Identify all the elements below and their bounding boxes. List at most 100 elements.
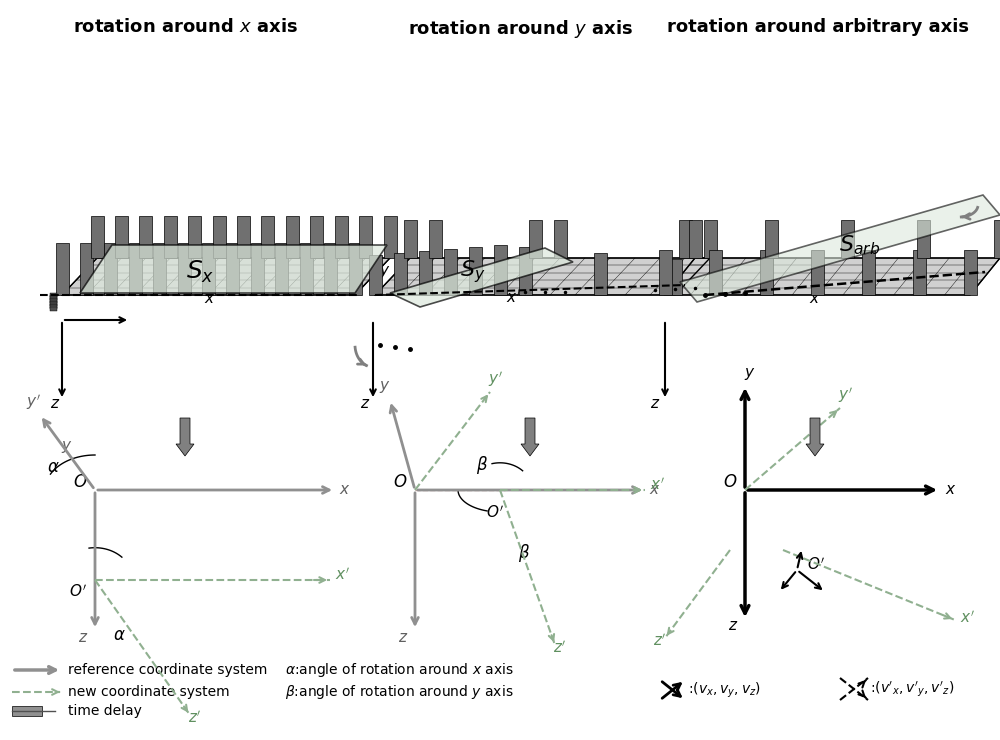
Bar [50, 296, 57, 300]
Text: :$(v'_x, v'_y, v'_z)$: :$(v'_x, v'_y, v'_z)$ [870, 679, 955, 699]
Polygon shape [164, 216, 177, 258]
Text: $\alpha$: $\alpha$ [113, 626, 126, 644]
Text: $z$: $z$ [398, 630, 408, 645]
Text: $x$: $x$ [204, 291, 216, 306]
Polygon shape [202, 243, 215, 295]
Polygon shape [404, 220, 416, 258]
Text: $z$: $z$ [50, 396, 60, 411]
Polygon shape [188, 216, 201, 258]
Polygon shape [862, 250, 875, 295]
Polygon shape [811, 250, 824, 295]
Bar [50, 297, 57, 301]
Polygon shape [62, 258, 390, 295]
Text: :$(v_x, v_y, v_z)$: :$(v_x, v_y, v_z)$ [688, 680, 761, 699]
Bar [50, 303, 57, 308]
Polygon shape [80, 245, 387, 293]
Polygon shape [104, 243, 117, 295]
Text: $z$: $z$ [78, 630, 88, 645]
Text: rotation around arbitrary axis: rotation around arbitrary axis [667, 18, 969, 36]
Polygon shape [760, 250, 773, 295]
Text: time delay: time delay [68, 704, 142, 718]
Polygon shape [765, 220, 778, 258]
Text: $y'$: $y'$ [838, 386, 852, 405]
Polygon shape [688, 220, 702, 258]
Text: $z$: $z$ [360, 396, 370, 411]
Text: $\beta$: $\beta$ [518, 542, 530, 564]
Text: $y'$: $y'$ [26, 392, 40, 412]
Bar [50, 299, 57, 303]
Polygon shape [115, 216, 128, 258]
Polygon shape [251, 243, 264, 295]
Polygon shape [286, 216, 299, 258]
Text: $O$: $O$ [723, 473, 737, 491]
Text: $O'$: $O'$ [807, 556, 825, 574]
Text: $z'$: $z'$ [653, 633, 667, 649]
Text: $x'$: $x'$ [650, 477, 665, 493]
Polygon shape [375, 258, 710, 295]
Text: $x$: $x$ [945, 482, 957, 497]
Polygon shape [90, 216, 104, 258]
Text: $x$: $x$ [339, 482, 351, 497]
Text: $y$: $y$ [61, 439, 73, 455]
Bar [50, 302, 57, 306]
Text: $S_y$: $S_y$ [460, 258, 486, 286]
Polygon shape [665, 258, 1000, 295]
Polygon shape [275, 243, 288, 295]
Text: $z$: $z$ [728, 618, 738, 633]
Polygon shape [335, 216, 348, 258]
Polygon shape [841, 220, 854, 258]
Polygon shape [494, 245, 507, 295]
Polygon shape [349, 243, 362, 295]
Text: $z'$: $z'$ [553, 639, 567, 656]
Bar [50, 300, 57, 304]
Text: $O$: $O$ [393, 473, 407, 491]
Polygon shape [418, 251, 432, 295]
Text: $x$: $x$ [649, 482, 661, 497]
Polygon shape [178, 243, 191, 295]
Text: $S_x$: $S_x$ [186, 259, 214, 285]
Polygon shape [668, 259, 682, 295]
Polygon shape [994, 220, 1000, 258]
Text: rotation around $x$ axis: rotation around $x$ axis [73, 18, 297, 36]
Polygon shape [310, 216, 323, 258]
Text: $z$: $z$ [650, 396, 660, 411]
Polygon shape [368, 255, 382, 295]
FancyArrow shape [806, 418, 824, 456]
Polygon shape [680, 195, 1000, 302]
Text: reference coordinate system: reference coordinate system [68, 663, 267, 677]
Text: $O'$: $O'$ [486, 504, 504, 521]
Bar [50, 293, 57, 297]
Text: new coordinate system: new coordinate system [68, 685, 230, 699]
FancyArrow shape [521, 418, 539, 456]
Polygon shape [56, 243, 68, 295]
Polygon shape [394, 253, 406, 295]
Text: $y$: $y$ [669, 264, 681, 280]
Text: $\beta$: $\beta$ [476, 454, 488, 476]
Text: $y$: $y$ [379, 264, 391, 280]
Text: $\alpha$: $\alpha$ [47, 458, 59, 476]
Text: $\alpha$:angle of rotation around $x$ axis: $\alpha$:angle of rotation around $x$ ax… [285, 661, 514, 679]
Text: $x$: $x$ [809, 291, 821, 306]
Bar [50, 295, 57, 298]
Polygon shape [518, 247, 532, 295]
Polygon shape [324, 243, 337, 295]
Polygon shape [261, 216, 274, 258]
Text: rotation around $y$ axis: rotation around $y$ axis [408, 18, 632, 40]
Polygon shape [704, 220, 716, 258]
Text: $z'$: $z'$ [188, 710, 202, 726]
Text: $x'$: $x'$ [335, 566, 350, 583]
Text: $y'$: $y'$ [488, 369, 502, 389]
Text: $x''$: $x''$ [506, 289, 524, 306]
Polygon shape [528, 220, 542, 258]
Polygon shape [917, 220, 930, 258]
Polygon shape [658, 250, 672, 295]
Polygon shape [213, 216, 226, 258]
Polygon shape [80, 243, 93, 295]
Text: $S_{arb}$: $S_{arb}$ [839, 233, 881, 257]
Bar [50, 305, 57, 309]
Polygon shape [468, 247, 482, 295]
Polygon shape [554, 220, 566, 258]
Polygon shape [139, 216, 152, 258]
Polygon shape [444, 249, 456, 295]
Polygon shape [237, 216, 250, 258]
